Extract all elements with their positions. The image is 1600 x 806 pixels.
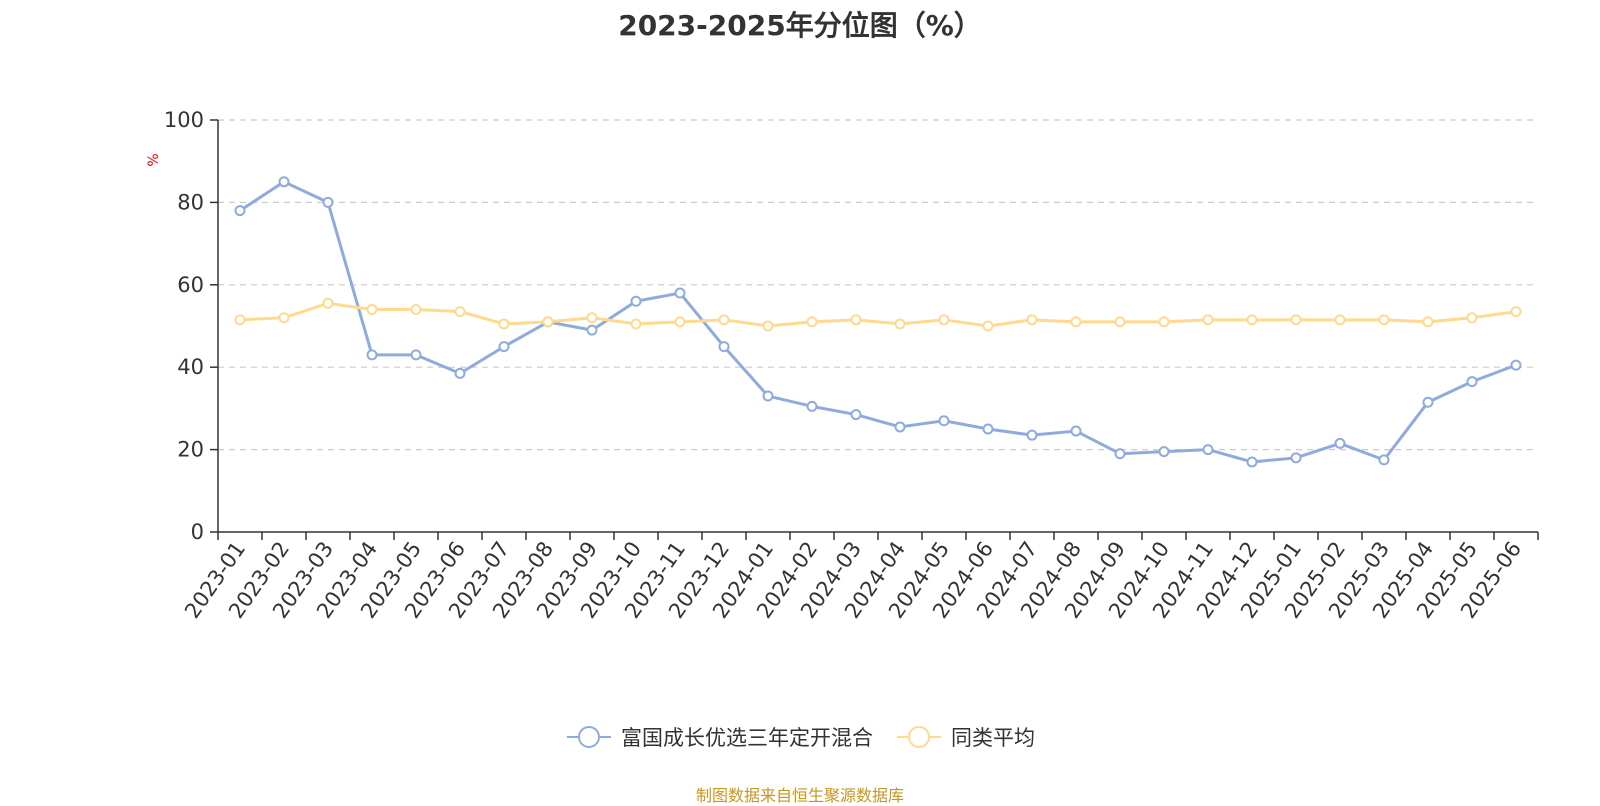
data-point-series-2: [1026, 314, 1038, 326]
data-point-series-2: [806, 316, 818, 328]
data-point-series-2: [1070, 316, 1082, 328]
data-point-series-1: [322, 196, 334, 208]
data-point-series-2: [234, 314, 246, 326]
y-axis-unit-label: %: [146, 153, 162, 166]
data-point-series-2: [850, 314, 862, 326]
data-point-series-1: [1290, 452, 1302, 464]
legend-series-2-icon: [897, 726, 941, 748]
series-layer: [234, 176, 1522, 468]
data-point-series-1: [410, 349, 422, 361]
legend-item-series-1[interactable]: 富国成长优选三年定开混合: [565, 722, 873, 752]
y-tick-label: 40: [177, 355, 204, 379]
data-point-series-2: [278, 312, 290, 324]
data-point-series-2: [1334, 314, 1346, 326]
data-point-series-2: [894, 318, 906, 330]
data-point-series-2: [1290, 314, 1302, 326]
y-tick-label: 0: [191, 520, 204, 544]
data-point-series-2: [1202, 314, 1214, 326]
data-point-series-2: [410, 304, 422, 316]
data-point-series-2: [762, 320, 774, 332]
data-point-series-1: [894, 421, 906, 433]
data-point-series-1: [1114, 448, 1126, 460]
data-point-series-1: [718, 341, 730, 353]
data-point-series-2: [630, 318, 642, 330]
legend-label-series-2: 同类平均: [951, 726, 1035, 750]
y-tick-label: 60: [177, 273, 204, 297]
data-point-series-1: [586, 324, 598, 336]
chart-title: 2023-2025年分位图（%）: [618, 9, 982, 42]
data-point-series-1: [630, 295, 642, 307]
data-point-series-2: [982, 320, 994, 332]
data-point-series-2: [1158, 316, 1170, 328]
data-point-series-1: [850, 409, 862, 421]
data-point-series-2: [718, 314, 730, 326]
data-point-series-1: [938, 415, 950, 427]
data-point-series-2: [674, 316, 686, 328]
data-point-series-1: [498, 341, 510, 353]
data-point-series-1: [1246, 456, 1258, 468]
data-point-series-1: [762, 390, 774, 402]
y-tick-label: 20: [177, 438, 204, 462]
data-point-series-1: [454, 367, 466, 379]
data-point-series-1: [1422, 396, 1434, 408]
legend: 富国成长优选三年定开混合 同类平均: [0, 722, 1600, 752]
data-point-series-1: [1466, 376, 1478, 388]
y-tick-label: 80: [177, 190, 204, 214]
data-point-series-2: [1422, 316, 1434, 328]
data-point-series-1: [806, 400, 818, 412]
data-point-series-2: [454, 306, 466, 318]
data-point-series-1: [1070, 425, 1082, 437]
data-point-series-1: [1334, 437, 1346, 449]
y-tick-label: 100: [164, 108, 204, 132]
data-point-series-2: [498, 318, 510, 330]
data-point-series-1: [278, 176, 290, 188]
legend-label-series-1: 富国成长优选三年定开混合: [621, 726, 873, 750]
data-point-series-1: [674, 287, 686, 299]
data-point-series-1: [234, 205, 246, 217]
data-point-series-1: [1158, 446, 1170, 458]
series-line-1: [239, 180, 1517, 464]
legend-item-series-2[interactable]: 同类平均: [895, 722, 1035, 752]
data-point-series-1: [1202, 444, 1214, 456]
data-point-series-1: [366, 349, 378, 361]
data-source-note: 制图数据来自恒生聚源数据库: [695, 786, 904, 805]
legend-series-1-icon: [567, 726, 611, 748]
data-point-series-2: [366, 304, 378, 316]
data-point-series-1: [1510, 359, 1522, 371]
axis-layer: 0204060801002023-012023-022023-032023-04…: [164, 108, 1539, 623]
data-point-series-2: [1378, 314, 1390, 326]
data-point-series-2: [1246, 314, 1258, 326]
data-point-series-2: [586, 312, 598, 324]
data-point-series-2: [542, 316, 554, 328]
data-point-series-1: [1026, 429, 1038, 441]
series-line-2: [239, 301, 1517, 328]
data-point-series-2: [1466, 312, 1478, 324]
data-point-series-2: [1510, 306, 1522, 318]
data-point-series-2: [938, 314, 950, 326]
data-point-series-2: [322, 297, 334, 309]
data-point-series-1: [982, 423, 994, 435]
data-point-series-2: [1114, 316, 1126, 328]
data-point-series-1: [1378, 454, 1390, 466]
grid-layer: [218, 119, 1538, 451]
